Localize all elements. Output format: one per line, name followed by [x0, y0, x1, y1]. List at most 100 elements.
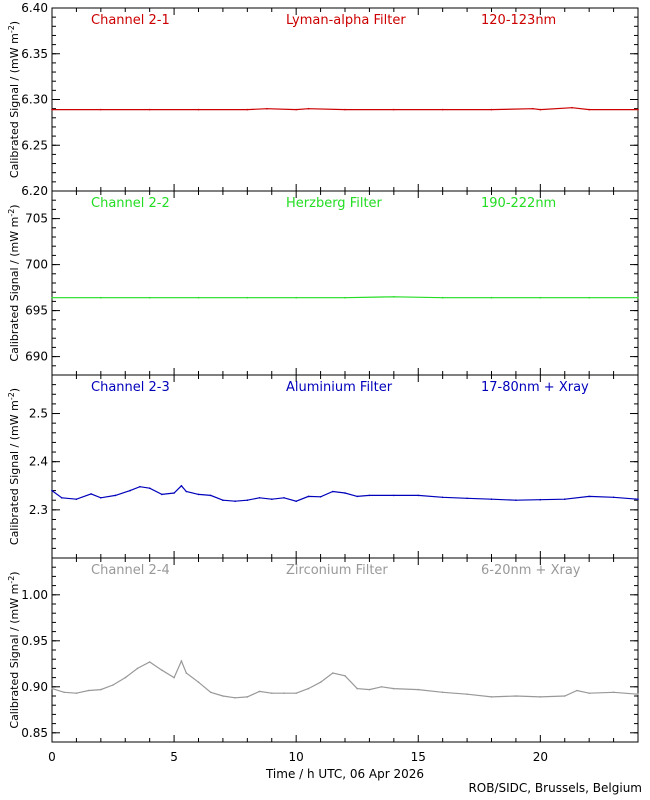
band-label: 120-123nm [481, 13, 556, 28]
data-point [209, 494, 212, 497]
band-label: 6-20nm + Xray [481, 563, 581, 578]
data-point [87, 689, 90, 692]
y-axis-label-exponent: -2 [7, 209, 16, 217]
x-axis-label: Time / h UTC, 06 Apr 2026 [265, 767, 424, 781]
data-point [576, 689, 578, 692]
data-point [197, 493, 200, 496]
data-point [490, 498, 493, 501]
y-tick-label: 6.35 [21, 47, 48, 61]
channel-label: Channel 2-1 [91, 13, 170, 28]
data-point [319, 681, 322, 683]
data-point [61, 497, 63, 499]
y-tick-label: 2.3 [29, 503, 48, 517]
credit-text: ROB/SIDC, Brussels, Belgium [468, 781, 642, 795]
data-point [588, 108, 590, 111]
data-point [441, 108, 444, 111]
data-point [148, 487, 151, 490]
data-point [356, 687, 359, 690]
filter-label: Lyman-alpha Filter [286, 13, 406, 28]
filter-label: Zirconium Filter [286, 563, 388, 578]
data-point [588, 296, 590, 299]
data-point [441, 691, 444, 694]
data-point [271, 498, 273, 501]
data-point [490, 296, 493, 299]
channel-label: Channel 2-4 [91, 563, 170, 578]
y-axis-label-close: ) [8, 21, 21, 25]
data-point [417, 494, 420, 497]
y-tick-label: 700 [25, 258, 48, 272]
y-axis-label-close: ) [8, 204, 21, 208]
y-tick-label: 2.4 [29, 455, 48, 469]
x-tick-label: 5 [170, 750, 178, 764]
data-point [148, 661, 151, 663]
y-tick-label: 0.95 [21, 634, 48, 648]
data-point [380, 686, 383, 688]
filter-label: Herzberg Filter [286, 196, 383, 211]
y-axis-label-main: Calibrated Signal / (mW m [8, 584, 21, 729]
data-point [466, 693, 468, 695]
data-point [139, 485, 141, 488]
data-point [539, 498, 542, 501]
band-label: 17-80nm + Xray [481, 380, 589, 395]
data-point [209, 691, 212, 694]
y-axis-label: Calibrated Signal / (mW m-2) [7, 571, 21, 728]
filter-label: Aluminium Filter [286, 380, 393, 395]
panel-channel-2-2: 690 695 700 705 Calibrated Signal / (mW m-2)… [7, 190, 639, 376]
data-point [114, 494, 117, 497]
y-tick-label: 6.20 [21, 184, 48, 198]
data-point [271, 692, 273, 694]
data-point [63, 691, 65, 694]
data-point [466, 497, 468, 500]
y-tick-label: 705 [25, 212, 48, 226]
data-point [180, 485, 183, 487]
data-point [344, 492, 346, 494]
data-point [197, 108, 200, 111]
data-point [295, 108, 298, 111]
x-axis: 0 5 10 15 20 [48, 750, 548, 764]
data-point [246, 696, 249, 698]
x-tick-label: 15 [411, 750, 426, 764]
panel-frame [51, 7, 639, 192]
data-point [612, 496, 615, 499]
y-axis-label-main: Calibrated Signal / (mW m [8, 33, 21, 178]
data-point [112, 684, 114, 686]
data-point [564, 695, 566, 697]
y-axis-label-exponent: -2 [7, 25, 16, 33]
data-point [266, 107, 268, 110]
data-point [515, 499, 517, 502]
y-tick-label: 6.30 [21, 93, 48, 107]
data-point [539, 108, 542, 111]
data-point [185, 490, 188, 493]
data-point [344, 675, 346, 677]
data-point [173, 676, 175, 679]
data-point [234, 697, 236, 699]
panel-frame [51, 190, 639, 376]
data-point [539, 296, 542, 299]
data-point [148, 108, 151, 111]
data-point [51, 108, 53, 111]
data-point [185, 672, 188, 674]
y-tick-label: 695 [25, 304, 48, 318]
y-tick-label: 1.00 [21, 588, 48, 602]
data-point [393, 687, 395, 690]
x-tick-label: 0 [48, 750, 56, 764]
data-point [307, 687, 310, 690]
data-point [100, 296, 102, 299]
data-point [441, 496, 444, 499]
data-point [344, 296, 346, 299]
data-point [124, 676, 127, 679]
data-point [100, 497, 102, 499]
panel-frame [51, 374, 639, 559]
data-point [393, 108, 395, 111]
data-point [258, 497, 261, 499]
data-point [490, 696, 493, 698]
data-point [283, 692, 285, 694]
data-point [344, 108, 346, 111]
y-axis-label-main: Calibrated Signal / (mW m [8, 400, 21, 545]
panel-channel-2-3: 2.3 2.4 2.5 Calibrated Signal / (mW m-2) Cha… [7, 374, 639, 559]
y-axis-label-exponent: -2 [7, 392, 16, 400]
data-point [393, 494, 395, 497]
data-point [637, 498, 639, 501]
